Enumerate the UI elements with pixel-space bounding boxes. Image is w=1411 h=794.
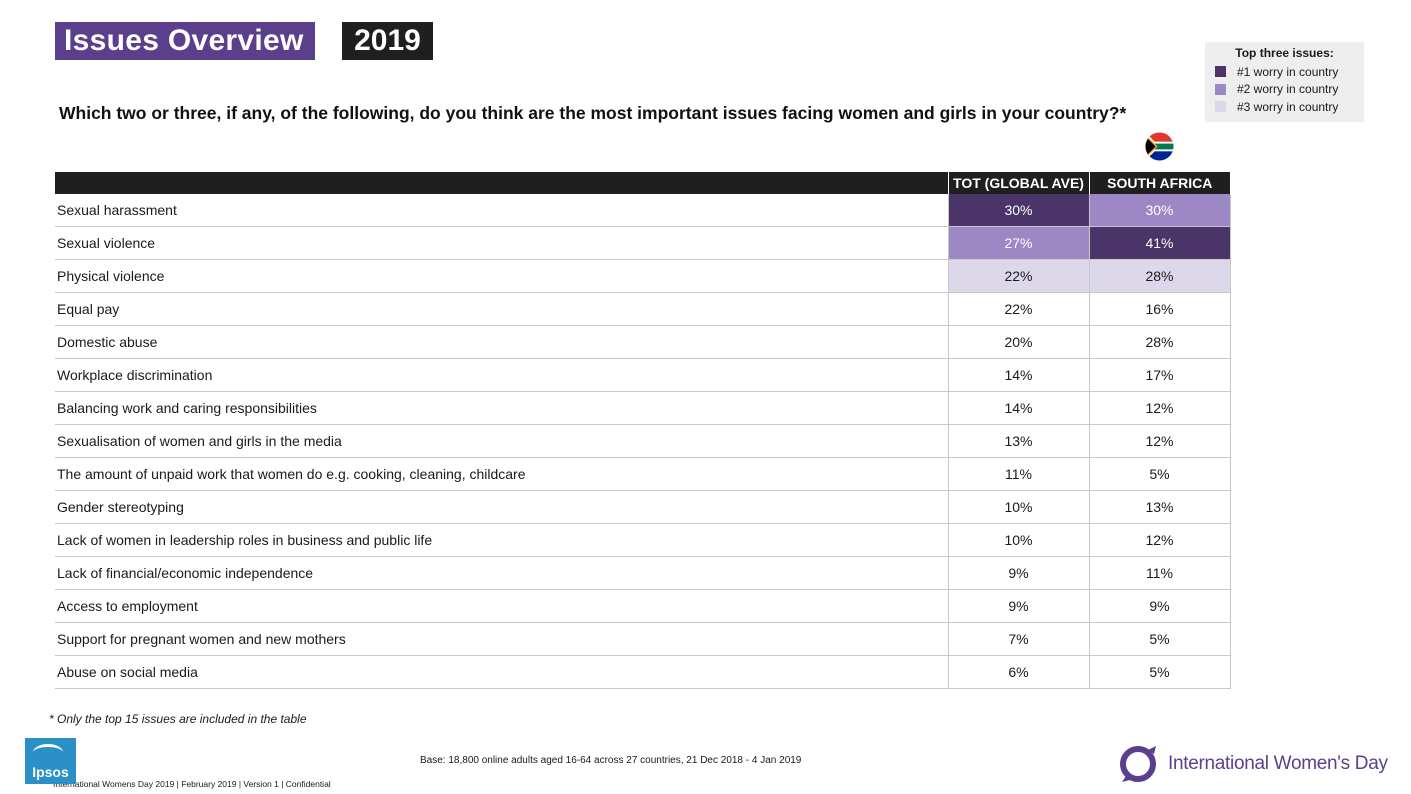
global-value-cell: 30% xyxy=(947,194,1089,227)
ipsos-logo: Ipsos xyxy=(25,738,76,784)
table-row: Gender stereotyping 10% 13% xyxy=(55,490,1231,524)
issue-label: Sexual harassment xyxy=(55,194,948,227)
south-africa-value-cell: 30% xyxy=(1088,194,1231,227)
table-header-south-africa: SOUTH AFRICA xyxy=(1088,172,1230,194)
legend-label: #3 worry in country xyxy=(1237,99,1339,114)
south-africa-value-cell: 13% xyxy=(1088,490,1231,524)
table-header-row: TOT (GLOBAL AVE) SOUTH AFRICA xyxy=(55,172,1230,194)
issue-label: Workplace discrimination xyxy=(55,358,948,392)
south-africa-value-cell: 12% xyxy=(1088,523,1231,557)
iwd-logo: International Women's Day xyxy=(1118,744,1388,784)
table-row: Lack of financial/economic independence 9… xyxy=(55,556,1231,590)
table-row: Support for pregnant women and new mothe… xyxy=(55,622,1231,656)
table-row: Physical violence 22% 28% xyxy=(55,259,1231,293)
global-value-cell: 20% xyxy=(947,325,1089,359)
south-africa-value-cell: 5% xyxy=(1088,457,1231,491)
global-value-cell: 6% xyxy=(947,655,1089,689)
ipsos-logo-mark xyxy=(33,744,63,761)
legend-item: #2 worry in country xyxy=(1215,81,1354,99)
south-africa-value-cell: 5% xyxy=(1088,622,1231,656)
legend-item: #3 worry in country xyxy=(1215,98,1354,116)
south-africa-value-cell: 17% xyxy=(1088,358,1231,392)
issue-label: Sexual violence xyxy=(55,226,948,260)
issue-label: Balancing work and caring responsibiliti… xyxy=(55,391,948,425)
south-africa-value-cell: 12% xyxy=(1088,424,1231,458)
legend-label: #1 worry in country xyxy=(1237,64,1339,79)
south-africa-value-cell: 28% xyxy=(1088,325,1231,359)
iwd-logo-text: International Women's Day xyxy=(1168,753,1388,774)
legend: Top three issues: #1 worry in country #2… xyxy=(1205,42,1364,122)
table-row: Equal pay 22% 16% xyxy=(55,292,1231,326)
south-africa-flag-icon xyxy=(1145,132,1174,161)
global-value-cell: 22% xyxy=(947,259,1089,293)
legend-swatch xyxy=(1215,66,1226,78)
south-africa-value-cell: 28% xyxy=(1088,259,1231,293)
table-row: Sexualisation of women and girls in the … xyxy=(55,424,1231,458)
table-row: Balancing work and caring responsibiliti… xyxy=(55,391,1231,425)
issue-label: Gender stereotyping xyxy=(55,490,948,524)
table-row: Abuse on social media 6% 5% xyxy=(55,655,1231,689)
legend-title: Top three issues: xyxy=(1235,46,1334,60)
legend-swatch xyxy=(1215,83,1226,95)
global-value-cell: 10% xyxy=(947,523,1089,557)
issue-label: Domestic abuse xyxy=(55,325,948,359)
issue-label: Equal pay xyxy=(55,292,948,326)
table-row: Sexual violence 27% 41% xyxy=(55,226,1231,260)
global-value-cell: 9% xyxy=(947,589,1089,623)
table-row: The amount of unpaid work that women do … xyxy=(55,457,1231,491)
table-row: Lack of women in leadership roles in bus… xyxy=(55,523,1231,557)
survey-question: Which two or three, if any, of the follo… xyxy=(59,103,1127,123)
issue-label: Support for pregnant women and new mothe… xyxy=(55,622,948,656)
global-value-cell: 14% xyxy=(947,358,1089,392)
table-header-global: TOT (GLOBAL AVE) xyxy=(947,172,1089,194)
global-value-cell: 7% xyxy=(947,622,1089,656)
ipsos-logo-text: Ipsos xyxy=(32,764,69,780)
south-africa-value-cell: 41% xyxy=(1088,226,1231,260)
issue-label: Sexualisation of women and girls in the … xyxy=(55,424,948,458)
table-row: Access to employment 9% 9% xyxy=(55,589,1231,623)
south-africa-value-cell: 9% xyxy=(1088,589,1231,623)
issues-table: TOT (GLOBAL AVE) SOUTH AFRICA Sexual har… xyxy=(55,172,1231,689)
table-row: Domestic abuse 20% 28% xyxy=(55,325,1231,359)
global-value-cell: 11% xyxy=(947,457,1089,491)
south-africa-value-cell: 12% xyxy=(1088,391,1231,425)
south-africa-value-cell: 5% xyxy=(1088,655,1231,689)
table-header-issue xyxy=(55,172,948,194)
global-value-cell: 9% xyxy=(947,556,1089,590)
global-value-cell: 10% xyxy=(947,490,1089,524)
table-row: Workplace discrimination 14% 17% xyxy=(55,358,1231,392)
legend-item: #1 worry in country xyxy=(1215,63,1354,81)
south-africa-value-cell: 16% xyxy=(1088,292,1231,326)
global-value-cell: 14% xyxy=(947,391,1089,425)
legend-swatch xyxy=(1215,101,1226,113)
footnote: * Only the top 15 issues are included in… xyxy=(49,712,307,726)
legend-label: #2 worry in country xyxy=(1237,82,1339,97)
issue-label: Lack of financial/economic independence xyxy=(55,556,948,590)
global-value-cell: 27% xyxy=(947,226,1089,260)
global-value-cell: 13% xyxy=(947,424,1089,458)
base-note: Base: 18,800 online adults aged 16-64 ac… xyxy=(420,755,802,766)
issue-label: The amount of unpaid work that women do … xyxy=(55,457,948,491)
issue-label: Physical violence xyxy=(55,259,948,293)
confidential-note: International Womens Day 2019 | February… xyxy=(53,779,331,789)
south-africa-value-cell: 11% xyxy=(1088,556,1231,590)
global-value-cell: 22% xyxy=(947,292,1089,326)
iwd-symbol-icon xyxy=(1120,746,1156,782)
year-badge: 2019 xyxy=(342,22,433,60)
page-title: Issues Overview xyxy=(55,22,315,60)
issue-label: Abuse on social media xyxy=(55,655,948,689)
issue-label: Access to employment xyxy=(55,589,948,623)
issue-label: Lack of women in leadership roles in bus… xyxy=(55,523,948,557)
table-row: Sexual harassment 30% 30% xyxy=(55,194,1231,227)
